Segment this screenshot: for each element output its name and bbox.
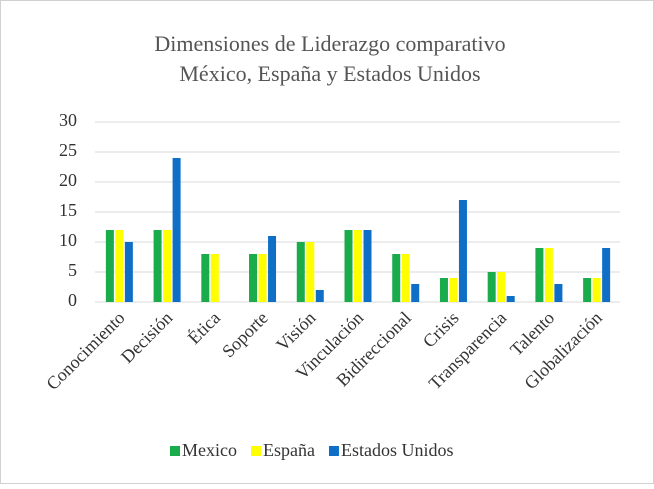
bar — [506, 296, 515, 302]
bar — [124, 242, 133, 302]
bar — [497, 272, 506, 302]
bar — [105, 230, 114, 302]
bar — [249, 254, 258, 302]
bar — [392, 254, 401, 302]
bar — [306, 242, 315, 302]
bar — [258, 254, 267, 302]
bar — [583, 278, 592, 302]
y-tick-label: 5 — [68, 260, 77, 280]
legend-label: Estados Unidos — [341, 440, 454, 460]
bar — [535, 248, 544, 302]
bar — [315, 290, 324, 302]
y-tick-label: 15 — [59, 200, 77, 220]
bar — [544, 248, 553, 302]
bar — [487, 272, 496, 302]
bar — [201, 254, 210, 302]
bar — [449, 278, 458, 302]
legend-swatch — [250, 446, 261, 456]
bar — [458, 200, 467, 302]
y-tick-label: 30 — [59, 110, 77, 130]
bar — [210, 254, 219, 302]
bar — [344, 230, 353, 302]
chart-title: Dimensiones de Liderazgo comparativo — [154, 31, 505, 56]
bar — [602, 248, 611, 302]
bar — [115, 230, 124, 302]
legend-swatch — [328, 446, 339, 456]
bar — [411, 284, 420, 302]
bar — [153, 230, 162, 302]
y-tick-label: 25 — [59, 140, 77, 160]
legend-label: Mexico — [182, 440, 237, 460]
y-tick-label: 0 — [68, 290, 77, 310]
bar — [401, 254, 410, 302]
bar — [163, 230, 172, 302]
y-tick-label: 10 — [59, 230, 77, 250]
bar — [363, 230, 372, 302]
chart-subtitle: México, España y Estados Unidos — [179, 61, 480, 86]
bar — [172, 158, 181, 302]
bar — [592, 278, 601, 302]
legend-swatch — [170, 446, 180, 456]
legend-label: España — [263, 440, 315, 460]
bar — [268, 236, 277, 302]
bar — [296, 242, 305, 302]
bar — [554, 284, 563, 302]
y-tick-label: 20 — [59, 170, 77, 190]
bar — [439, 278, 448, 302]
bar — [354, 230, 362, 302]
